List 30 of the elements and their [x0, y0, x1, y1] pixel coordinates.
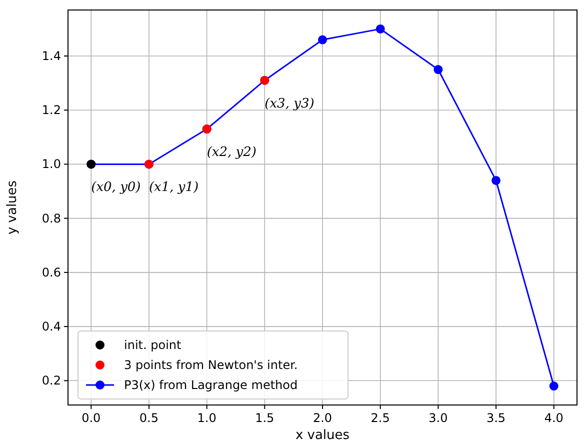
- point: [549, 382, 558, 391]
- x-tick-label: 1.0: [197, 411, 216, 425]
- x-tick-label: 3.5: [486, 411, 506, 425]
- legend-label: init. point: [124, 338, 182, 352]
- x-tick-label: 2.0: [312, 411, 332, 425]
- legend-label: P3(x) from Lagrange method: [124, 378, 298, 392]
- x-tick-label: 4.0: [544, 411, 564, 425]
- x-tick-label: 2.5: [370, 411, 390, 425]
- x-tick-label: 0.0: [82, 411, 101, 425]
- annotation: (x2, y2): [206, 145, 256, 160]
- y-tick-label: 1.2: [42, 103, 61, 118]
- x-tick-label: 1.5: [255, 411, 274, 425]
- legend-label: 3 points from Newton's inter.: [124, 358, 298, 372]
- annotation: (x0, y0): [91, 180, 141, 196]
- annotation: (x1, y1): [148, 180, 199, 196]
- y-axis-title: y values: [5, 180, 20, 235]
- y-tick-label: 1.4: [42, 48, 61, 63]
- x-axis-title: x values: [295, 428, 350, 443]
- y-tick-label: 1.0: [42, 157, 61, 172]
- x-tick-label: 3.0: [428, 411, 448, 425]
- annotation: (x3, y3): [264, 96, 314, 112]
- point: [376, 24, 385, 34]
- point: [318, 35, 327, 44]
- point: [434, 65, 443, 74]
- x-tick-label: 0.5: [139, 411, 159, 425]
- point: [492, 176, 501, 185]
- y-tick-label: 0.6: [42, 265, 61, 280]
- y-tick-label: 0.4: [42, 320, 61, 334]
- y-tick-label: 0.8: [42, 211, 61, 226]
- y-tick-label: 0.2: [42, 374, 61, 388]
